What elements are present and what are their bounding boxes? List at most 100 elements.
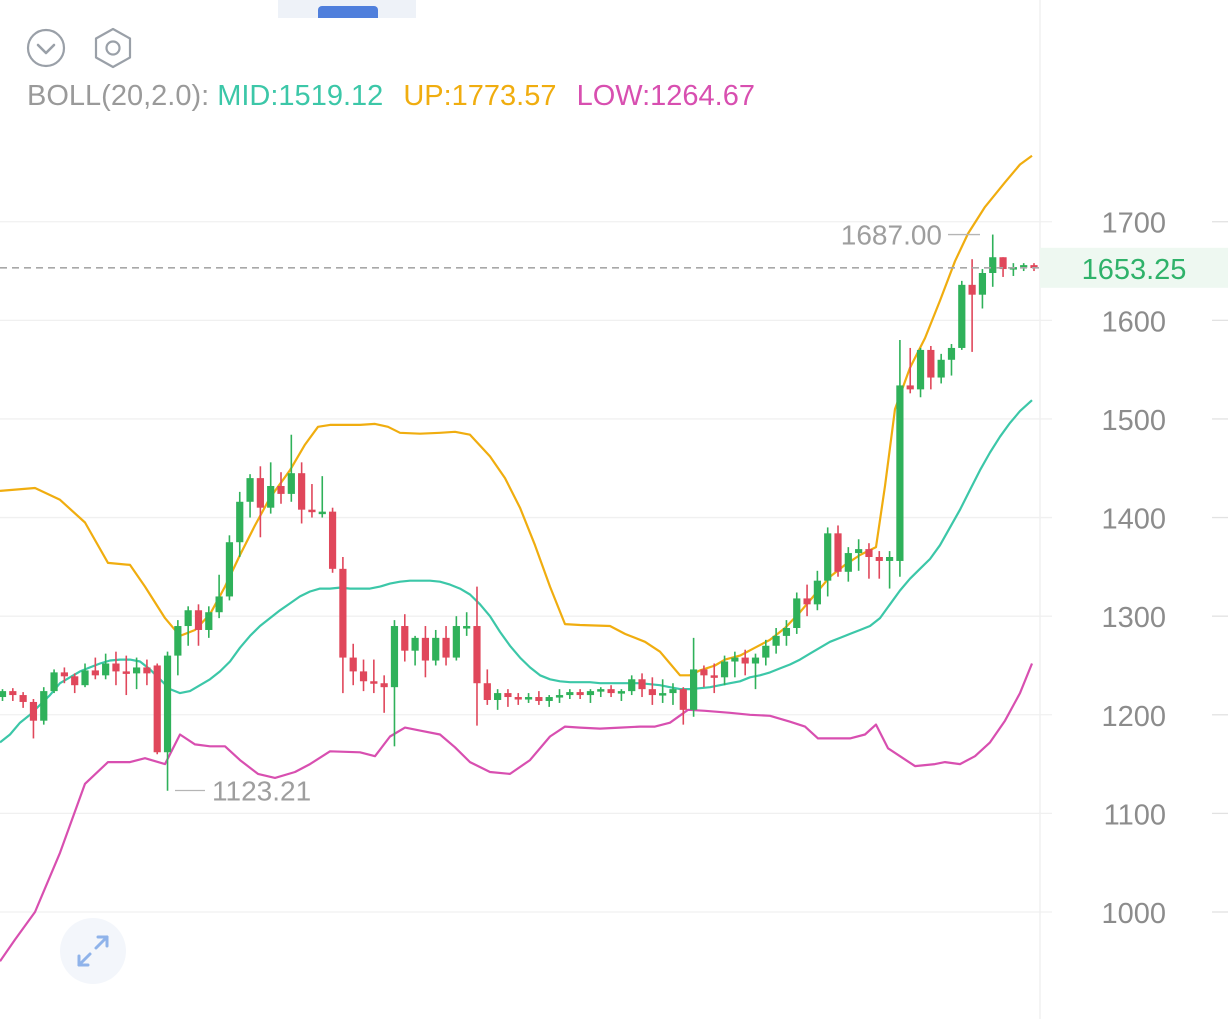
candle — [793, 592, 801, 634]
candle — [524, 693, 533, 703]
candle-body — [690, 669, 698, 710]
candle — [576, 689, 584, 700]
candle — [648, 677, 656, 705]
candle — [999, 257, 1007, 277]
candle — [132, 657, 141, 690]
candle — [514, 693, 522, 705]
max-price-label: 1687.00 — [841, 220, 942, 251]
candle-body — [803, 598, 811, 605]
candle — [421, 626, 430, 678]
candle-body — [824, 533, 832, 581]
indicator-settings-button[interactable] — [92, 27, 134, 69]
candle-body — [0, 691, 7, 698]
candle-body — [875, 557, 883, 561]
candle — [60, 667, 68, 684]
candle-body — [122, 671, 130, 674]
candle — [143, 659, 151, 686]
candle — [607, 685, 615, 698]
candle — [690, 637, 698, 717]
candle-body — [174, 626, 182, 656]
candle-body — [896, 385, 904, 561]
expand-arrows-icon — [77, 935, 109, 967]
candle — [339, 557, 347, 694]
candle-body — [359, 671, 368, 682]
candle — [71, 673, 79, 694]
candle — [978, 269, 987, 309]
y-tick-label: 1300 — [1101, 602, 1166, 634]
candle — [679, 687, 687, 725]
candle — [215, 574, 223, 619]
candle-body — [555, 695, 564, 698]
y-tick-label: 1400 — [1101, 504, 1166, 536]
candle-body — [731, 657, 739, 662]
candle — [834, 525, 842, 577]
y-tick-label: 1600 — [1101, 306, 1166, 338]
candle — [256, 466, 264, 538]
boll-upper-band — [0, 154, 1033, 677]
boll-low-value: LOW:1264.67 — [576, 80, 755, 112]
candle-body — [308, 509, 316, 513]
collapse-indicator-button[interactable] — [25, 27, 67, 69]
candle — [710, 663, 718, 694]
boll-middle-band — [0, 399, 1033, 744]
candle — [545, 695, 553, 707]
candle-body — [390, 626, 399, 688]
candle-body — [452, 626, 460, 658]
candle — [29, 699, 38, 739]
candle-body — [246, 478, 254, 502]
candle — [731, 651, 739, 678]
candle-body — [1020, 265, 1028, 268]
candle-body — [947, 347, 956, 360]
candle-body — [19, 695, 27, 702]
candle-body — [906, 385, 914, 390]
candle — [989, 234, 997, 287]
candle-body — [132, 667, 141, 674]
candle — [205, 606, 213, 638]
candle — [937, 353, 945, 384]
candle-body — [370, 681, 378, 684]
candle — [782, 620, 791, 646]
candle-body — [989, 257, 997, 274]
candle-body — [349, 657, 357, 672]
candle — [504, 689, 512, 707]
y-tick-label: 1700 — [1101, 208, 1166, 240]
candle-body — [401, 626, 409, 651]
candle-body — [328, 511, 337, 569]
candle — [174, 620, 182, 676]
candle-body — [463, 626, 471, 629]
y-tick-label: 1200 — [1101, 701, 1166, 733]
fullscreen-button[interactable] — [60, 918, 126, 984]
candle — [762, 639, 770, 666]
candle — [328, 507, 337, 573]
candle-body — [153, 665, 161, 753]
candle — [813, 570, 821, 611]
candle-body — [793, 598, 801, 629]
candle-body — [576, 692, 584, 696]
candle — [803, 584, 811, 617]
boll-lower-band — [0, 663, 1034, 962]
candle-body — [442, 637, 450, 658]
candle-body — [9, 691, 17, 696]
candle — [287, 434, 295, 502]
candle-body — [741, 657, 749, 664]
candle — [112, 651, 120, 686]
candle — [81, 663, 89, 688]
candle-body — [143, 667, 151, 674]
candle-body — [277, 486, 285, 494]
candle-body — [50, 672, 58, 692]
candle-body — [782, 628, 791, 636]
candle-body — [607, 689, 615, 694]
candle-body — [71, 676, 79, 686]
y-tick-label: 1000 — [1101, 898, 1166, 930]
active-tab-indicator — [318, 6, 378, 18]
candle — [40, 687, 48, 725]
candle — [844, 547, 852, 582]
candle — [246, 474, 254, 518]
candle — [659, 679, 667, 703]
candle-body — [865, 549, 873, 558]
candle — [628, 675, 636, 696]
candle — [896, 340, 904, 577]
candle-body — [184, 610, 192, 627]
candle-body — [679, 689, 687, 710]
